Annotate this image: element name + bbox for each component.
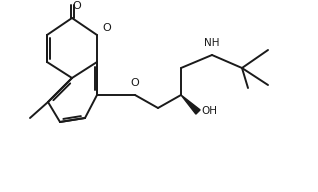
Polygon shape [181,95,200,114]
Text: O: O [73,1,81,11]
Text: O: O [131,78,139,88]
Text: OH: OH [201,106,217,116]
Text: NH: NH [204,38,220,48]
Text: O: O [103,23,111,33]
